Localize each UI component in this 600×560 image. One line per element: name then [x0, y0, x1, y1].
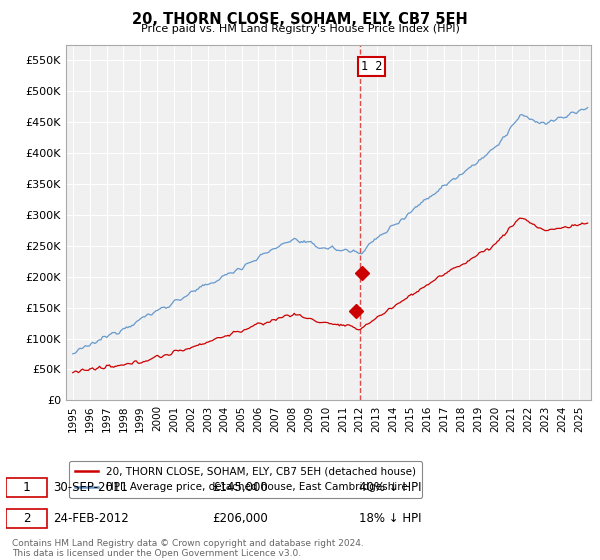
FancyBboxPatch shape — [6, 478, 47, 497]
Text: 1 2: 1 2 — [361, 60, 382, 73]
Text: 20, THORN CLOSE, SOHAM, ELY, CB7 5EH: 20, THORN CLOSE, SOHAM, ELY, CB7 5EH — [132, 12, 468, 27]
FancyBboxPatch shape — [6, 508, 47, 528]
Text: 2: 2 — [23, 512, 31, 525]
Text: 24-FEB-2012: 24-FEB-2012 — [53, 512, 129, 525]
Text: 40% ↓ HPI: 40% ↓ HPI — [359, 481, 421, 494]
Text: Contains HM Land Registry data © Crown copyright and database right 2024.
This d: Contains HM Land Registry data © Crown c… — [12, 539, 364, 558]
Text: 1: 1 — [23, 481, 31, 494]
Legend: 20, THORN CLOSE, SOHAM, ELY, CB7 5EH (detached house), HPI: Average price, detac: 20, THORN CLOSE, SOHAM, ELY, CB7 5EH (de… — [68, 461, 422, 498]
Text: 30-SEP-2011: 30-SEP-2011 — [53, 481, 128, 494]
Text: £206,000: £206,000 — [212, 512, 268, 525]
Text: Price paid vs. HM Land Registry's House Price Index (HPI): Price paid vs. HM Land Registry's House … — [140, 24, 460, 34]
Text: £145,000: £145,000 — [212, 481, 268, 494]
Text: 18% ↓ HPI: 18% ↓ HPI — [359, 512, 421, 525]
